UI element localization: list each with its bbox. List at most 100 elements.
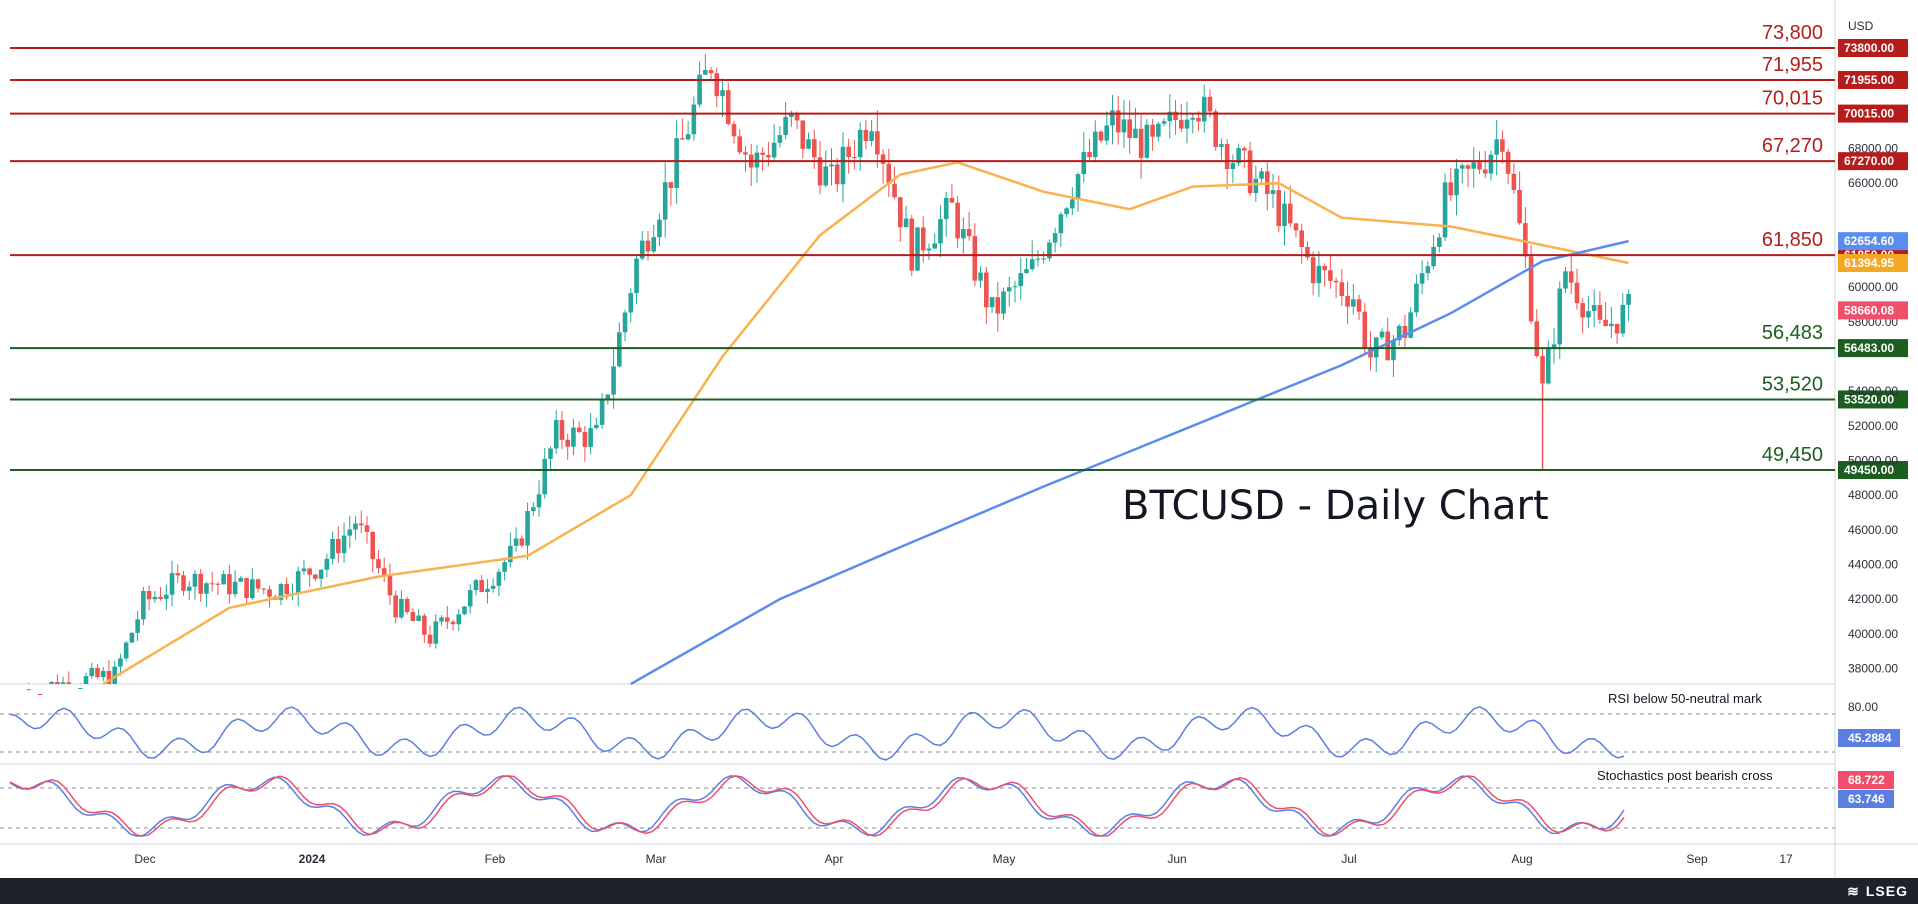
candle-body (313, 574, 318, 579)
level-tag (1838, 70, 1908, 89)
candle-body (1161, 121, 1167, 124)
candle-body (1047, 242, 1052, 259)
candle-body (1488, 154, 1494, 174)
candle-body (1500, 139, 1505, 152)
candle-body (1041, 258, 1046, 260)
candle-body (915, 227, 920, 271)
time-axis-label: Mar (646, 852, 667, 866)
time-axis-label: 2024 (299, 852, 326, 866)
stoch-k-line (9, 775, 1625, 837)
candle-body (1419, 273, 1425, 284)
stoch-k-tag (1838, 790, 1894, 808)
candle-body (186, 586, 192, 591)
candle-body (1517, 189, 1522, 224)
candle-body (662, 182, 668, 220)
candle-body (1305, 247, 1310, 258)
candle-body (1351, 299, 1356, 307)
candle-body (886, 163, 892, 184)
candle-body (341, 535, 347, 554)
candle-body (1293, 223, 1299, 231)
candle-body (485, 588, 490, 592)
candle-body (611, 366, 616, 395)
candle-body (817, 157, 823, 186)
ma200-line (630, 239, 1629, 686)
candle-body (1247, 150, 1253, 194)
candle-body (95, 668, 100, 678)
candle-body (1345, 295, 1350, 307)
candle-body (55, 682, 60, 684)
candle-body (1287, 203, 1293, 224)
time-axis-label: 17 (1779, 852, 1793, 866)
candle-body (1414, 283, 1419, 313)
candle-body (1184, 119, 1190, 129)
candle-body (1029, 259, 1035, 270)
candle-body (674, 138, 679, 188)
candle-body (146, 591, 152, 600)
candle-body (1333, 280, 1339, 283)
candle-body (1236, 148, 1241, 164)
level-tag (1838, 152, 1908, 171)
rsi-note: RSI below 50-neutral mark (1608, 691, 1762, 706)
time-axis[interactable]: Dec 2024 Feb Mar Apr May Jun Jul Aug Sep 17 (134, 852, 1793, 866)
candle-body (1001, 291, 1006, 314)
candle-body (135, 619, 140, 633)
horizontal-levels: 73,800 73800.00 71,955 71955.00 70,015 70015.… (10, 22, 1908, 479)
candle-body (450, 621, 456, 625)
candle-body (995, 297, 1001, 314)
candle-body (1362, 311, 1368, 348)
price-tick: 52000.00 (1848, 419, 1898, 433)
level-label: 49,450 (1762, 444, 1823, 466)
candle-body (1178, 120, 1184, 129)
candle-body (1339, 282, 1345, 296)
candlestick-series (26, 54, 1631, 696)
time-axis-label: Jun (1167, 852, 1186, 866)
candle-body (1591, 305, 1597, 312)
candle-body (1104, 125, 1110, 141)
candle-body (198, 573, 204, 594)
candle-body (232, 581, 238, 595)
candle-body (1580, 303, 1585, 318)
candle-body (536, 494, 542, 508)
candle-body (1196, 117, 1201, 122)
candle-body (1568, 271, 1574, 283)
candle-body (1190, 117, 1196, 120)
candle-body (984, 272, 989, 308)
candle-body (1356, 299, 1362, 312)
candle-body (215, 583, 221, 585)
candle-body (456, 614, 462, 625)
candle-body (1626, 293, 1631, 305)
candle-body (387, 575, 393, 596)
candle-body (1425, 266, 1431, 274)
value-tag-text: 62654.60 (1844, 234, 1894, 248)
level-label: 70,015 (1762, 88, 1823, 110)
candle-body (1534, 321, 1540, 357)
candle-body (1092, 131, 1098, 158)
candle-body (1597, 305, 1603, 320)
time-axis-label: Sep (1686, 852, 1708, 866)
candle-body (370, 531, 376, 560)
candle-body (1035, 258, 1041, 260)
candle-body (1328, 270, 1333, 281)
candle-body (605, 394, 611, 399)
candle-body (1396, 325, 1402, 341)
price-tick: 46000.00 (1848, 523, 1898, 537)
stoch-d-tag (1838, 771, 1894, 789)
candle-body (1586, 311, 1591, 318)
candle-body (399, 598, 404, 618)
footer-bar (0, 878, 1918, 904)
candle-body (708, 70, 714, 74)
candle-body (668, 182, 674, 188)
level-label: 56,483 (1762, 322, 1823, 344)
candle-body (519, 538, 525, 546)
candle-body (112, 666, 117, 684)
candle-body (777, 135, 783, 143)
candle-body (1448, 182, 1454, 196)
candle-body (284, 583, 290, 595)
candle-body (811, 139, 817, 158)
candle-body (1064, 208, 1069, 215)
candle-body (381, 568, 387, 576)
candle-body (737, 136, 743, 153)
candle-body (1528, 256, 1534, 322)
